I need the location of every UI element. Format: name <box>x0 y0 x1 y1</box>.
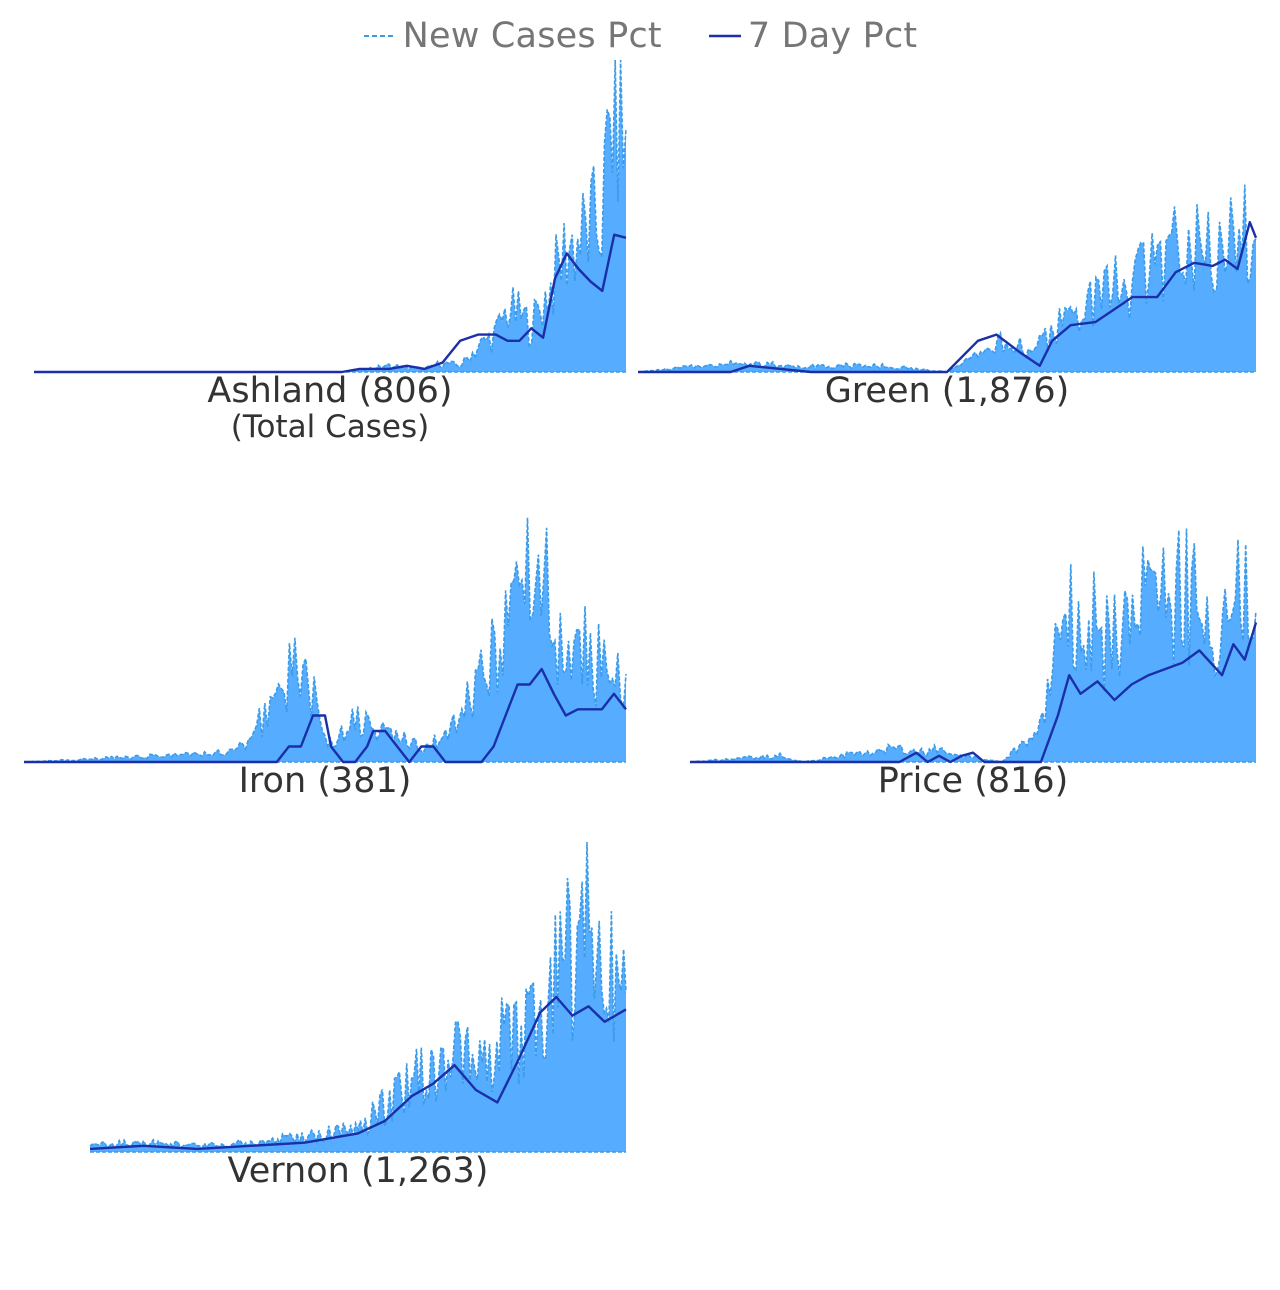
panel-title-green: Green (1,876) <box>824 371 1070 411</box>
new-cases-area-vernon <box>90 842 626 1152</box>
chart-panel-ashland: Ashland (806) (Total Cases) <box>34 59 627 450</box>
chart-panel-iron: Iron (381) <box>23 452 627 812</box>
vernon-plot <box>89 841 627 1153</box>
new-cases-line-price <box>689 528 1257 763</box>
new-cases-line-vernon <box>89 841 627 1150</box>
seven-day-line-ashland <box>34 233 627 374</box>
seven-day-line-iron <box>24 667 627 764</box>
chart-panel-price: Price (816) <box>689 452 1258 812</box>
new-cases-area-iron <box>24 517 626 762</box>
iron-plot <box>23 517 627 764</box>
legend-item-seven-day[interactable]: 7 Day Pct <box>708 16 918 56</box>
new-cases-area-price <box>690 528 1256 762</box>
panel-title-vernon: Vernon (1,263) <box>227 1151 489 1191</box>
legend-label-new-cases: New Cases Pct <box>402 16 662 56</box>
solid-line-icon <box>708 34 741 38</box>
legend: New Cases Pct 7 Day Pct <box>0 14 1280 58</box>
panel-title-iron: Iron (381) <box>238 761 412 801</box>
chart-panel-vernon: Vernon (1,263) <box>89 841 627 1202</box>
price-plot <box>689 528 1258 764</box>
panel-title-ashland: Ashland (806) <box>207 371 453 411</box>
legend-item-new-cases[interactable]: New Cases Pct <box>363 16 662 56</box>
legend-label-seven-day: 7 Day Pct <box>747 16 918 56</box>
chart-panel-green: Green (1,876) <box>637 60 1258 420</box>
dashed-line-icon <box>363 35 396 37</box>
seven-day-line-vernon <box>89 995 627 1151</box>
ashland-plot <box>34 59 627 374</box>
new-cases-line-iron <box>23 517 627 763</box>
seven-day-line-green <box>638 220 1258 374</box>
seven-day-line-price <box>690 622 1258 764</box>
green-plot <box>637 184 1258 374</box>
panel-title-price: Price (816) <box>877 761 1069 801</box>
panel-subtitle-ashland: (Total Cases) <box>230 409 430 445</box>
new-cases-area-green <box>638 184 1256 372</box>
new-cases-area-ashland <box>34 60 626 372</box>
